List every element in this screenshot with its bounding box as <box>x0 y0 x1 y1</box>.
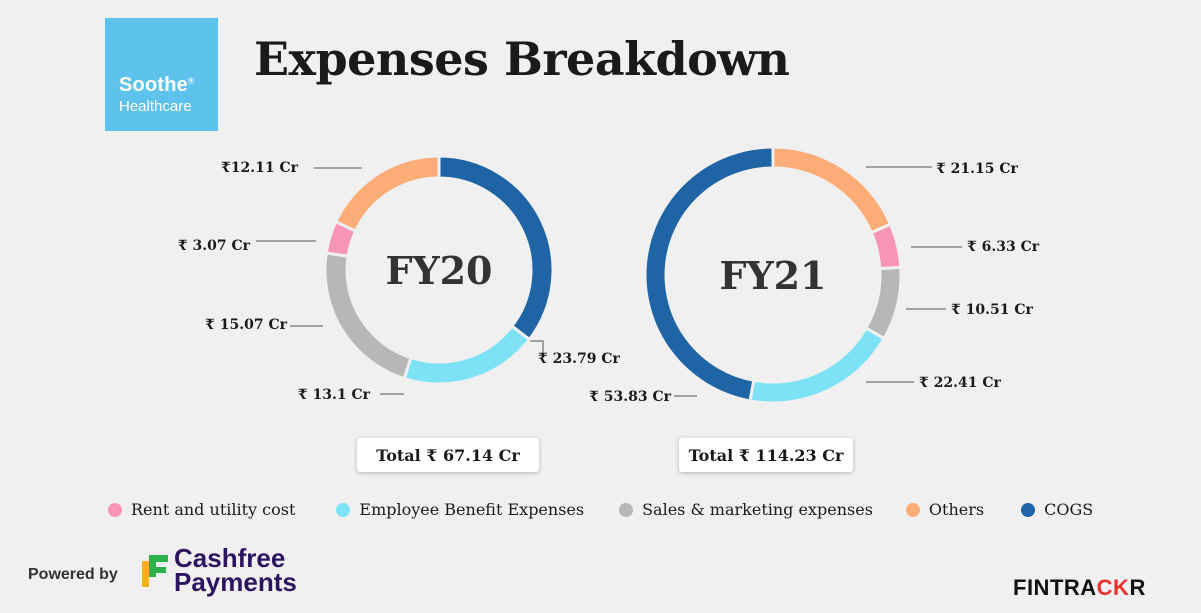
chart-legend: Rent and utility cost Employee Benefit E… <box>108 500 1093 519</box>
legend-swatch <box>1021 502 1036 517</box>
fy21-slice-cogs <box>643 145 775 403</box>
page-title: Expenses Breakdown <box>254 32 790 86</box>
legend-item-rent: Rent and utility cost <box>108 500 295 519</box>
fy21-slice-employee-benefit-expenses <box>748 326 887 405</box>
fy21-slice-rent-and-utility-cost <box>869 222 903 271</box>
legend-item-employee: Employee Benefit Expenses <box>336 500 584 519</box>
fy20-slice-others <box>333 154 441 234</box>
fy21-center-label: FY21 <box>720 253 827 298</box>
fintrackr-logo: FINTRACKR <box>1013 575 1146 600</box>
fy21-value-label: ₹ 53.83 Cr <box>589 389 671 405</box>
fy20-value-label: ₹ 23.79 Cr <box>538 351 620 367</box>
fy21-slice-sales-marketing-expenses <box>863 265 903 341</box>
logo-subtitle: Healthcare <box>119 98 192 115</box>
legend-swatch <box>619 502 634 517</box>
fy21-value-label: ₹ 21.15 Cr <box>936 161 1018 177</box>
cashfree-payments-logo: Cashfree Payments <box>174 543 297 597</box>
fy20-value-label: ₹ 13.1 Cr <box>298 387 371 403</box>
powered-by-text: Powered by <box>28 566 118 583</box>
legend-label: Rent and utility cost <box>131 500 296 519</box>
legend-label: COGS <box>1044 500 1094 519</box>
fy21-value-label: ₹ 6.33 Cr <box>967 239 1040 255</box>
cashfree-icon <box>142 555 168 587</box>
legend-item-sales: Sales & marketing expenses <box>619 500 873 519</box>
fy20-total-box: Total ₹ 67.14 Cr <box>357 438 539 472</box>
legend-item-others: Others <box>905 500 985 519</box>
legend-swatch <box>108 502 122 517</box>
fy20-value-label: ₹12.11 Cr <box>221 160 299 176</box>
legend-label: Employee Benefit Expenses <box>359 500 585 519</box>
legend-label: Others <box>928 500 985 519</box>
legend-label: Sales & marketing expenses <box>642 500 873 519</box>
fy20-value-label: ₹ 3.07 Cr <box>178 238 251 254</box>
fy21-total-box: Total ₹ 114.23 Cr <box>679 438 853 472</box>
logo-name: Soothe® <box>119 74 195 96</box>
legend-swatch <box>905 502 920 517</box>
fy20-value-label: ₹ 15.07 Cr <box>205 317 287 333</box>
legend-swatch <box>336 502 351 517</box>
soothe-healthcare-logo: Soothe® Healthcare <box>105 18 218 131</box>
fy20-center-label: FY20 <box>386 248 493 293</box>
fy20-slice-employee-benefit-expenses <box>402 323 532 386</box>
legend-item-cogs: COGS <box>1021 500 1093 519</box>
fy21-value-label: ₹ 10.51 Cr <box>951 302 1033 318</box>
fy21-slice-others <box>771 145 893 235</box>
fy21-value-label: ₹ 22.41 Cr <box>919 375 1001 391</box>
